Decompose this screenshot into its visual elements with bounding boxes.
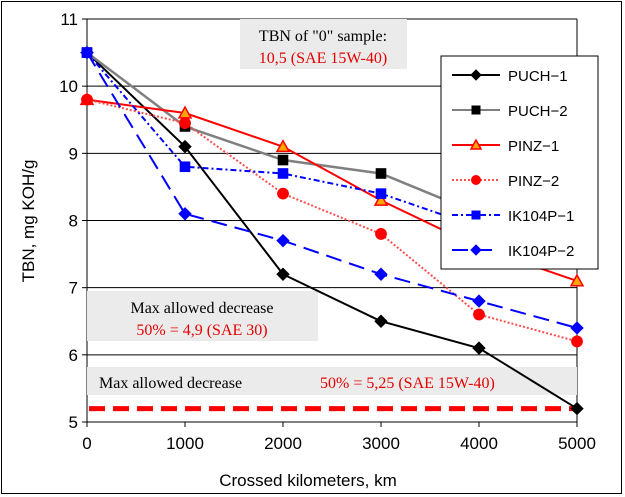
data-point xyxy=(374,267,388,281)
legend-label: PINZ−1 xyxy=(508,138,559,155)
data-point xyxy=(472,294,486,308)
data-point xyxy=(179,117,191,130)
ticks-layer: 5 6 7 8 9 10 11 0 1000 2000 3000 4000 5000 xyxy=(59,10,596,453)
data-point xyxy=(276,267,290,281)
x-tick-label: 0 xyxy=(82,434,91,453)
data-point xyxy=(178,207,192,221)
data-point xyxy=(569,273,585,287)
data-point xyxy=(571,335,583,348)
annotation-max-decrease-15w40: Max allowed decrease 50% = 5,25 (SAE 15W… xyxy=(87,367,577,395)
legend-label: IK104P−1 xyxy=(508,208,574,225)
legend: PUCH−1 PUCH−2 PINZ−1 PINZ−2 IK104P−1 IK104P−2 xyxy=(440,55,599,270)
annotation-max-decrease-label: Max allowed decrease xyxy=(130,300,273,317)
series-line xyxy=(86,52,578,329)
legend-entry: PUCH−1 xyxy=(452,68,568,85)
legend-entry: PINZ−2 xyxy=(452,173,559,190)
data-point xyxy=(277,154,289,166)
legend-label: PUCH−1 xyxy=(508,68,568,85)
annotation-tbn-zero: TBN of "0" sample: 10,5 (SAE 15W-40) xyxy=(240,19,407,69)
annotation-max-decrease-sae30-value: 50% = 4,9 (SAE 30) xyxy=(136,322,267,339)
data-point xyxy=(81,93,93,106)
legend-label: IK104P−2 xyxy=(508,243,574,260)
data-point xyxy=(179,161,191,173)
legend-entry: IK104P−2 xyxy=(452,243,574,260)
data-point xyxy=(375,228,387,240)
legend-marker xyxy=(471,105,481,115)
annotation-max-decrease-sae30: Max allowed decrease 50% = 4,9 (SAE 30) xyxy=(87,291,318,341)
series-6 xyxy=(80,45,584,335)
annotation-tbn-zero-value: 10,5 (SAE 15W-40) xyxy=(259,50,387,67)
y-tick-label: 6 xyxy=(69,346,78,365)
data-point xyxy=(276,233,290,248)
legend-label: PUCH−2 xyxy=(508,103,568,120)
data-point xyxy=(472,341,486,355)
legend-marker xyxy=(471,210,481,220)
data-point xyxy=(178,139,192,154)
data-point xyxy=(373,192,389,206)
y-tick-label: 10 xyxy=(59,77,78,96)
data-point xyxy=(570,401,584,416)
data-point xyxy=(277,187,289,200)
series-4 xyxy=(81,93,583,348)
data-point xyxy=(375,188,387,199)
x-tick-label: 1000 xyxy=(166,434,204,453)
y-tick-label: 7 xyxy=(69,279,78,298)
data-point xyxy=(275,139,291,153)
data-point xyxy=(570,321,584,335)
series-layer xyxy=(79,45,585,416)
series-line xyxy=(86,51,578,266)
x-tick-label: 3000 xyxy=(362,434,400,453)
x-tick-label: 4000 xyxy=(460,434,498,453)
legend-label: PINZ−2 xyxy=(508,173,559,190)
x-tick-label: 5000 xyxy=(558,434,596,453)
x-axis-title: Crossed kilometers, km xyxy=(219,471,397,490)
y-tick-label: 9 xyxy=(69,144,78,163)
y-tick-label: 5 xyxy=(69,413,78,432)
legend-entry: IK104P−1 xyxy=(452,208,574,225)
annotation-max-decrease-15w40-value: 50% = 5,25 (SAE 15W-40) xyxy=(320,375,495,392)
data-point xyxy=(375,168,387,179)
data-point xyxy=(374,314,388,328)
series-line xyxy=(86,51,578,410)
legend-entry: PUCH−2 xyxy=(452,103,568,120)
annotation-tbn-zero-label: TBN of "0" sample: xyxy=(259,28,387,45)
legend-box xyxy=(440,55,599,270)
legend-marker xyxy=(469,138,483,150)
y-axis-title: TBN, mg KOH/g xyxy=(19,160,38,283)
data-point xyxy=(80,45,94,60)
x-tick-label: 2000 xyxy=(264,434,302,453)
data-point xyxy=(277,168,289,179)
y-tick-label: 8 xyxy=(69,212,78,231)
annotation-max-decrease-15w40-label: Max allowed decrease xyxy=(99,375,242,392)
y-tick-label: 11 xyxy=(60,10,78,29)
legend-marker xyxy=(470,244,482,256)
legend-marker xyxy=(471,175,481,185)
legend-marker xyxy=(470,69,482,81)
data-point xyxy=(473,308,485,321)
legend-entry: PINZ−1 xyxy=(452,138,559,155)
